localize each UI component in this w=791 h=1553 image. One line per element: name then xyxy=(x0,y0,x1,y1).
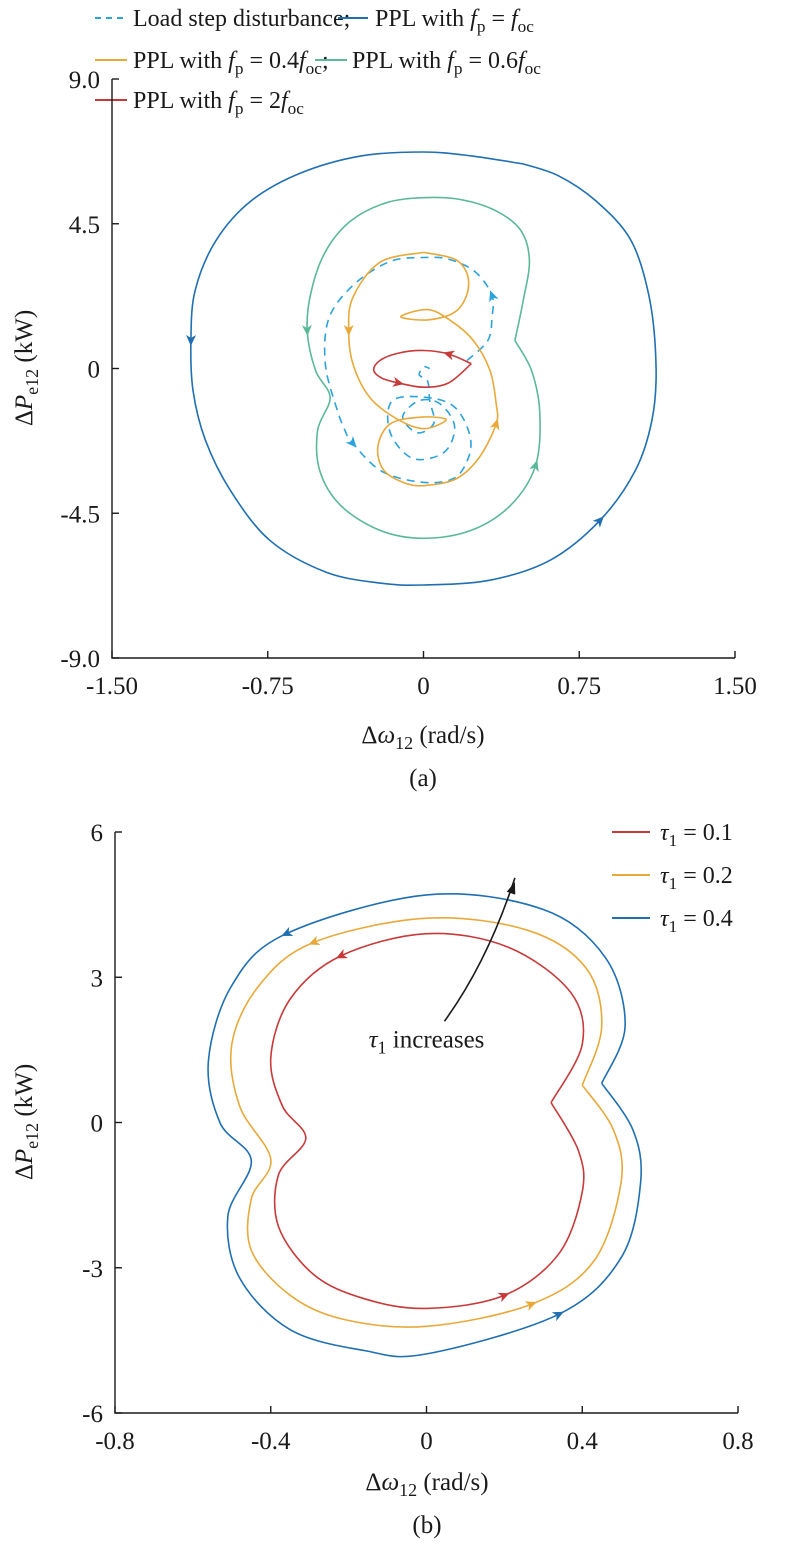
series-3-direction-arrow xyxy=(301,324,312,337)
series-line-0 xyxy=(323,256,495,484)
series-0-direction-arrow xyxy=(497,1292,510,1303)
x-tick-label: -1.50 xyxy=(86,673,138,700)
x-axis-label-a: Δω12 (rad/s) xyxy=(361,722,484,753)
legend-b: τ1 = 0.1 τ1 = 0.2 τ1 = 0.4 xyxy=(612,820,733,936)
legend-label-load-step: Load step disturbance; xyxy=(133,6,350,32)
axes-b: -0.8 -0.4 0 0.4 0.8 6 3 0 -3 -6 xyxy=(82,820,753,1455)
legend-a: Load step disturbance; PPL with fp = foc… xyxy=(95,6,541,118)
legend-label-fp-06foc: PPL with fp = 0.6foc xyxy=(352,48,541,78)
x-tick-label: 0.4 xyxy=(567,1428,599,1455)
series-line-4 xyxy=(372,349,472,389)
axis-lines xyxy=(111,79,735,659)
y-tick-label: -4.5 xyxy=(60,501,100,528)
panel-label-a: (a) xyxy=(409,765,437,792)
legend-label-tau-01: τ1 = 0.1 xyxy=(660,820,733,850)
panel-label-b: (b) xyxy=(412,1512,441,1539)
y-tick-label: 4.5 xyxy=(69,212,100,239)
series-2-direction-arrow xyxy=(343,325,354,337)
series-2-direction-arrow xyxy=(489,418,500,431)
series-line-3 xyxy=(306,196,541,540)
panel-b-chart: -0.8 -0.4 0 0.4 0.8 6 3 0 -3 -6 τ1 = 0.1 τ1 = 0.2… xyxy=(11,820,754,1539)
y-tick-label: 0 xyxy=(91,1111,104,1138)
series-line-0 xyxy=(269,932,585,1310)
y-tick-label: 6 xyxy=(91,820,104,847)
y-tick-label: 9.0 xyxy=(69,67,100,94)
series-line-2 xyxy=(347,251,499,487)
y-tick-label: -3 xyxy=(82,1256,103,1283)
x-tick-label: -0.8 xyxy=(95,1428,135,1455)
y-tick-label: -9.0 xyxy=(60,646,100,673)
annotation-arrowhead xyxy=(506,881,516,895)
annotation-text: τ1 increases xyxy=(369,1026,485,1057)
series-3-direction-arrow xyxy=(529,460,539,473)
y-tick-label: 0 xyxy=(88,357,101,384)
x-tick-label: 1.50 xyxy=(713,673,757,700)
legend-label-fp-04foc: PPL with fp = 0.4foc; xyxy=(133,48,329,78)
annotation-arrow xyxy=(443,877,516,1022)
series-1-direction-arrow xyxy=(186,334,197,347)
legend-label-tau-04: τ1 = 0.4 xyxy=(660,906,733,936)
series-line-1 xyxy=(229,917,624,1328)
series-line-1 xyxy=(189,151,657,587)
series-1-direction-arrow xyxy=(308,935,321,945)
x-tick-label: 0 xyxy=(420,1428,433,1455)
x-axis-label-b: Δω12 (rad/s) xyxy=(365,1469,488,1500)
series-0-direction-arrow xyxy=(489,290,499,303)
x-tick-label: 0.8 xyxy=(722,1428,753,1455)
legend-label-fp-foc: PPL with fp = foc xyxy=(375,6,534,36)
series-1-direction-arrow xyxy=(592,516,604,528)
series-2-direction-arrow xyxy=(551,1311,564,1322)
y-tick-label: 3 xyxy=(91,965,104,992)
panel-a-chart: Load step disturbance; PPL with fp = foc… xyxy=(11,6,757,792)
x-tick-label: -0.4 xyxy=(251,1428,291,1455)
series-0-direction-arrow xyxy=(335,949,348,959)
series-line-2 xyxy=(207,893,642,1358)
legend-label-fp-2foc: PPL with fp = 2foc xyxy=(133,88,304,118)
annotation-b: τ1 increases xyxy=(369,877,516,1057)
legend-label-tau-02: τ1 = 0.2 xyxy=(660,863,733,893)
series-4-direction-arrow xyxy=(443,350,456,361)
y-axis-label-b: ΔPe12 (kW) xyxy=(11,1064,42,1180)
x-tick-label: -0.75 xyxy=(242,673,294,700)
series-4-direction-arrow xyxy=(392,376,404,387)
series-layer-b xyxy=(207,893,642,1358)
series-2-direction-arrow xyxy=(281,926,294,936)
x-tick-label: 0 xyxy=(417,673,430,700)
y-tick-label: -6 xyxy=(82,1401,103,1428)
series-1-direction-arrow xyxy=(524,1301,537,1311)
x-tick-label: 0.75 xyxy=(557,673,601,700)
y-axis-label-a: ΔPe12 (kW) xyxy=(11,310,42,426)
axes-a: -1.50 -0.75 0 0.75 1.50 9.0 4.5 0 -4.5 -9.0 xyxy=(60,67,756,700)
series-0-direction-arrow xyxy=(345,436,357,448)
series-layer-a xyxy=(186,151,657,587)
